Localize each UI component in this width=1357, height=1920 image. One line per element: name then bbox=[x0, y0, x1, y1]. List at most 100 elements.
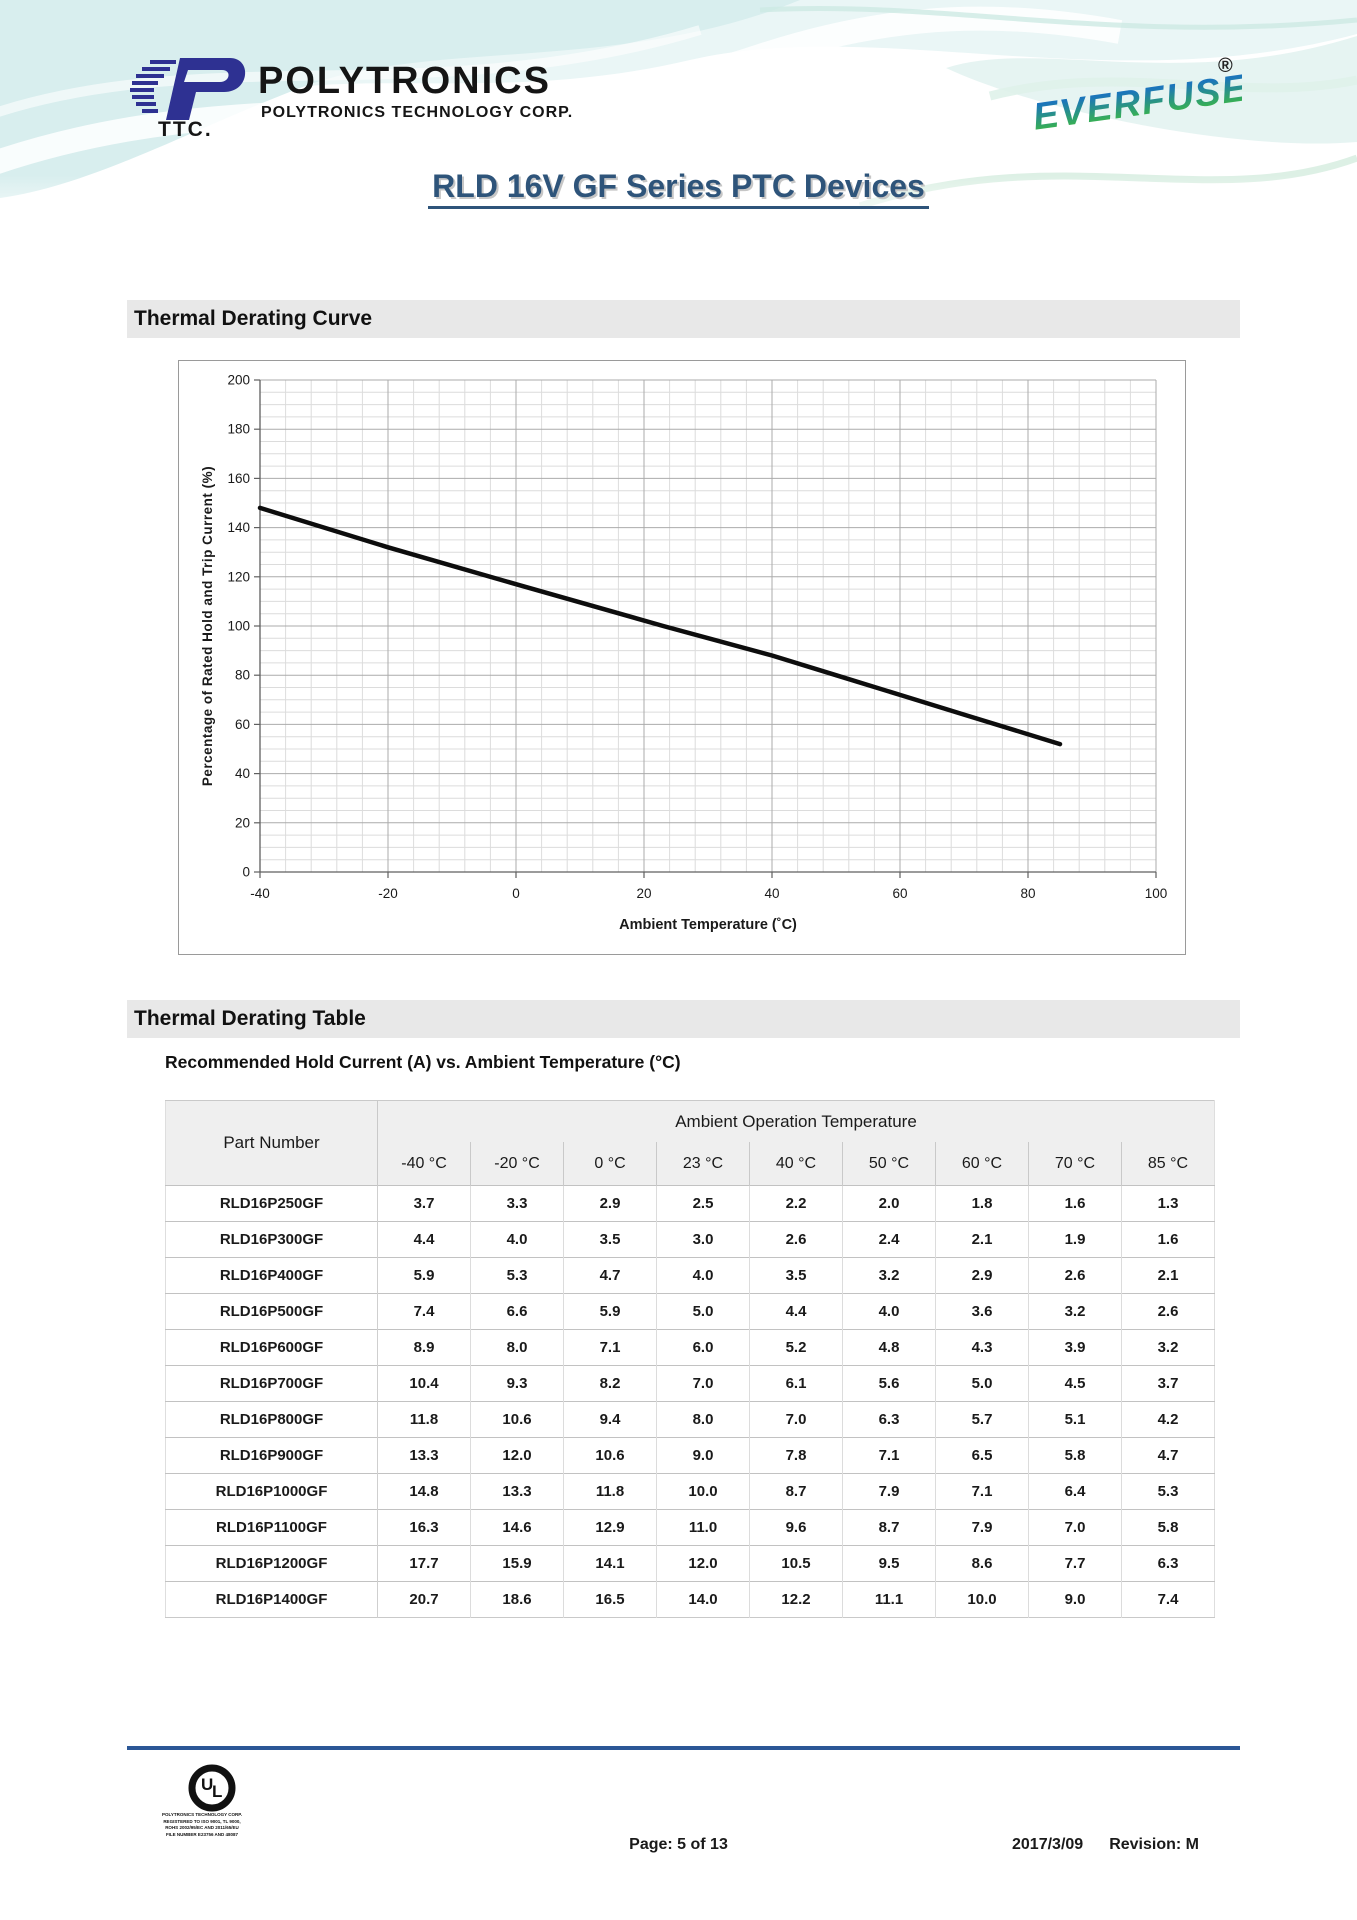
hold-current-cell: 5.1 bbox=[1028, 1401, 1122, 1438]
hold-current-cell: 14.8 bbox=[377, 1473, 471, 1510]
hold-current-cell: 8.9 bbox=[377, 1329, 471, 1366]
y-axis-title: Percentage of Rated Hold and Trip Curren… bbox=[200, 466, 215, 786]
table-row: RLD16P1200GF 17.7 15.9 14.1 12.0 10.5 9.5 8.6 7.… bbox=[165, 1545, 1215, 1582]
hold-current-cell: 5.0 bbox=[656, 1293, 750, 1330]
hold-current-cell: 2.6 bbox=[1121, 1293, 1215, 1330]
hold-current-cell: 7.1 bbox=[842, 1437, 936, 1474]
hold-current-cell: 6.1 bbox=[749, 1365, 843, 1402]
section-heading-curve: Thermal Derating Curve bbox=[127, 300, 1240, 338]
hold-current-cell: 14.1 bbox=[563, 1545, 657, 1582]
y-tick-label: 40 bbox=[235, 766, 250, 781]
temperature-header-row: -40 °C -20 °C 0 °C 23 °C 40 °C 50 °C 60 °C 70 °… bbox=[166, 1142, 1215, 1186]
hold-current-cell: 13.3 bbox=[470, 1473, 564, 1510]
hold-current-cell: 4.4 bbox=[749, 1293, 843, 1330]
revision-date: 2017/3/09 bbox=[1012, 1836, 1084, 1853]
column-header-temperature: 23 °C bbox=[656, 1142, 750, 1186]
y-tick-label: 20 bbox=[235, 815, 250, 830]
hold-current-cell: 7.0 bbox=[656, 1365, 750, 1402]
section-heading-table-label: Thermal Derating Table bbox=[134, 1007, 366, 1030]
y-tick-label: 200 bbox=[227, 373, 250, 388]
page-title-wrap: RLD 16V GF Series PTC Devices bbox=[0, 168, 1357, 209]
column-header-temperature: 40 °C bbox=[749, 1142, 843, 1186]
section-heading-curve-label: Thermal Derating Curve bbox=[134, 307, 373, 330]
header-wave-decoration bbox=[0, 0, 1357, 230]
table-row: RLD16P1000GF 14.8 13.3 11.8 10.0 8.7 7.9 7.1 6.4… bbox=[165, 1473, 1215, 1510]
hold-current-cell: 5.9 bbox=[563, 1293, 657, 1330]
x-tick-label: -20 bbox=[378, 886, 398, 901]
hold-current-cell: 6.0 bbox=[656, 1329, 750, 1366]
hold-current-cell: 3.5 bbox=[563, 1221, 657, 1258]
hold-current-cell: 9.3 bbox=[470, 1365, 564, 1402]
hold-current-cell: 11.1 bbox=[842, 1581, 936, 1618]
footer-divider bbox=[127, 1746, 1240, 1750]
hold-current-cell: 5.8 bbox=[1121, 1509, 1215, 1546]
svg-text:L: L bbox=[212, 1782, 222, 1801]
table-row: RLD16P1100GF 16.3 14.6 12.9 11.0 9.6 8.7 7.9 7.0… bbox=[165, 1509, 1215, 1546]
y-tick-label: 60 bbox=[235, 717, 250, 732]
table-row: RLD16P800GF 11.8 10.6 9.4 8.0 7.0 6.3 5.7 5.1 4.2 bbox=[165, 1401, 1215, 1438]
hold-current-cell: 3.7 bbox=[377, 1185, 471, 1222]
ul-text-line: ROHS 2002/95/EC AND 2011/65/EU bbox=[165, 1825, 239, 1830]
hold-current-cell: 9.4 bbox=[563, 1401, 657, 1438]
derating-line bbox=[257, 505, 1063, 747]
hold-current-cell: 4.0 bbox=[470, 1221, 564, 1258]
part-number-cell: RLD16P250GF bbox=[165, 1185, 378, 1222]
part-number-cell: RLD16P700GF bbox=[165, 1365, 378, 1402]
hold-current-cell: 6.3 bbox=[842, 1401, 936, 1438]
table-row: RLD16P500GF 7.4 6.6 5.9 5.0 4.4 4.0 3.6 3.2 2.6 bbox=[165, 1293, 1215, 1330]
hold-current-cell: 5.0 bbox=[935, 1365, 1029, 1402]
table-row: RLD16P250GF 3.7 3.3 2.9 2.5 2.2 2.0 1.8 1.6 1.3 bbox=[165, 1185, 1215, 1222]
hold-current-cell: 11.8 bbox=[377, 1401, 471, 1438]
column-header-part-number: Part Number bbox=[165, 1100, 378, 1186]
hold-current-cell: 6.3 bbox=[1121, 1545, 1215, 1582]
hold-current-cell: 2.9 bbox=[935, 1257, 1029, 1294]
hold-current-cell: 6.4 bbox=[1028, 1473, 1122, 1510]
hold-current-cell: 12.0 bbox=[470, 1437, 564, 1474]
hold-current-cell: 12.2 bbox=[749, 1581, 843, 1618]
part-number-cell: RLD16P1200GF bbox=[165, 1545, 378, 1582]
hold-current-cell: 17.7 bbox=[377, 1545, 471, 1582]
column-header-temperature: -20 °C bbox=[470, 1142, 564, 1186]
column-header-temperature: -40 °C bbox=[377, 1142, 471, 1186]
hold-current-cell: 5.3 bbox=[470, 1257, 564, 1294]
y-tick-label: 140 bbox=[227, 520, 250, 535]
hold-current-cell: 7.0 bbox=[749, 1401, 843, 1438]
hold-current-cell: 11.8 bbox=[563, 1473, 657, 1510]
x-tick-label: 0 bbox=[512, 886, 520, 901]
ul-text-line: POLYTRONICS TECHNOLOGY CORP. bbox=[162, 1812, 242, 1817]
hold-current-cell: 3.0 bbox=[656, 1221, 750, 1258]
registered-mark-icon: ® bbox=[1218, 55, 1233, 77]
derating-table-header: Part Number Ambient Operation Temperatur… bbox=[165, 1100, 1215, 1186]
hold-current-cell: 4.7 bbox=[563, 1257, 657, 1294]
hold-current-cell: 9.6 bbox=[749, 1509, 843, 1546]
hold-current-cell: 5.8 bbox=[1028, 1437, 1122, 1474]
hold-current-cell: 14.0 bbox=[656, 1581, 750, 1618]
everfuse-logo: EVERFUSE ® bbox=[1030, 55, 1242, 136]
hold-current-cell: 4.7 bbox=[1121, 1437, 1215, 1474]
column-header-temperature: 50 °C bbox=[842, 1142, 936, 1186]
svg-text:U: U bbox=[201, 1775, 213, 1794]
hold-current-cell: 7.0 bbox=[1028, 1509, 1122, 1546]
hold-current-cell: 7.4 bbox=[377, 1293, 471, 1330]
part-number-cell: RLD16P1100GF bbox=[165, 1509, 378, 1546]
hold-current-cell: 7.1 bbox=[935, 1473, 1029, 1510]
hold-current-cell: 5.2 bbox=[749, 1329, 843, 1366]
hold-current-cell: 16.3 bbox=[377, 1509, 471, 1546]
hold-current-cell: 12.9 bbox=[563, 1509, 657, 1546]
part-number-cell: RLD16P800GF bbox=[165, 1401, 378, 1438]
derating-chart: 0 20 40 60 80 100 120 140 160 180 200 -40 -20 0 20 40 60… bbox=[200, 373, 1167, 934]
hold-current-cell: 4.3 bbox=[935, 1329, 1029, 1366]
hold-current-cell: 2.6 bbox=[1028, 1257, 1122, 1294]
hold-current-cell: 20.7 bbox=[377, 1581, 471, 1618]
x-tick-label: 40 bbox=[764, 886, 779, 901]
column-header-temperature: 85 °C bbox=[1121, 1142, 1215, 1186]
hold-current-cell: 1.8 bbox=[935, 1185, 1029, 1222]
hold-current-cell: 4.0 bbox=[656, 1257, 750, 1294]
hold-current-cell: 18.6 bbox=[470, 1581, 564, 1618]
part-number-cell: RLD16P500GF bbox=[165, 1293, 378, 1330]
y-tick-label: 180 bbox=[227, 422, 250, 437]
hold-current-cell: 3.6 bbox=[935, 1293, 1029, 1330]
hold-current-cell: 6.6 bbox=[470, 1293, 564, 1330]
hold-current-cell: 1.9 bbox=[1028, 1221, 1122, 1258]
hold-current-cell: 7.9 bbox=[842, 1473, 936, 1510]
